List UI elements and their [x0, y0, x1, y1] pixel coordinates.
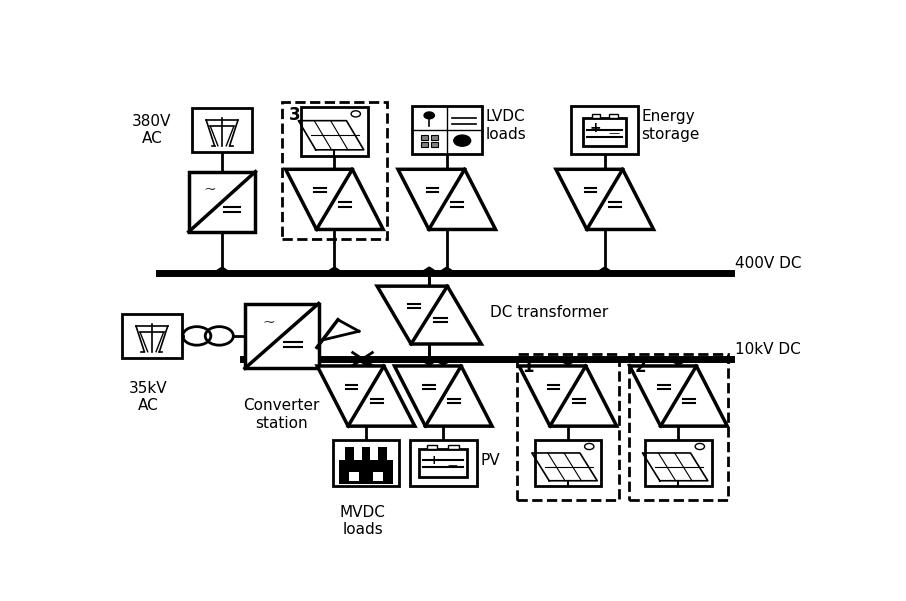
FancyBboxPatch shape [420, 135, 428, 140]
FancyBboxPatch shape [448, 445, 458, 450]
Polygon shape [398, 169, 496, 230]
Text: Energy
storage: Energy storage [641, 109, 700, 142]
FancyBboxPatch shape [373, 472, 382, 481]
Text: +: + [590, 121, 601, 135]
Text: 10kV DC: 10kV DC [735, 342, 800, 357]
Text: 3: 3 [289, 106, 301, 124]
FancyBboxPatch shape [609, 114, 618, 118]
Text: 35kV
AC: 35kV AC [129, 381, 168, 413]
FancyBboxPatch shape [427, 445, 438, 450]
Circle shape [454, 135, 470, 146]
FancyBboxPatch shape [419, 450, 467, 477]
FancyBboxPatch shape [420, 142, 428, 147]
FancyBboxPatch shape [592, 114, 601, 118]
FancyBboxPatch shape [301, 107, 368, 156]
Polygon shape [519, 366, 617, 426]
Text: PV: PV [480, 453, 500, 468]
Polygon shape [377, 286, 481, 344]
Text: DC transformer: DC transformer [490, 305, 609, 320]
FancyBboxPatch shape [430, 142, 438, 147]
FancyBboxPatch shape [430, 135, 438, 140]
Polygon shape [630, 366, 728, 426]
Text: +: + [429, 454, 439, 468]
Polygon shape [285, 169, 383, 230]
Circle shape [424, 112, 434, 119]
FancyBboxPatch shape [572, 106, 638, 154]
FancyBboxPatch shape [535, 440, 602, 486]
FancyBboxPatch shape [345, 447, 353, 460]
FancyBboxPatch shape [583, 118, 626, 146]
FancyBboxPatch shape [379, 447, 387, 460]
Polygon shape [556, 169, 653, 230]
Text: Converter
station: Converter station [244, 398, 320, 431]
FancyBboxPatch shape [192, 108, 252, 152]
FancyBboxPatch shape [333, 440, 400, 486]
FancyBboxPatch shape [339, 460, 393, 484]
FancyBboxPatch shape [410, 440, 477, 486]
Polygon shape [317, 366, 415, 426]
FancyBboxPatch shape [645, 440, 712, 486]
Text: 2: 2 [635, 358, 647, 376]
Text: 1: 1 [523, 358, 535, 376]
Text: LVDC
loads: LVDC loads [486, 109, 526, 142]
Text: MVDC
loads: MVDC loads [340, 505, 385, 537]
FancyBboxPatch shape [350, 472, 359, 481]
FancyBboxPatch shape [188, 172, 255, 232]
FancyBboxPatch shape [361, 447, 371, 460]
Text: ~: ~ [262, 316, 275, 330]
Text: 380V
AC: 380V AC [132, 114, 171, 146]
Text: 400V DC: 400V DC [735, 256, 801, 271]
Text: ~: ~ [204, 183, 217, 197]
FancyBboxPatch shape [411, 106, 482, 154]
FancyBboxPatch shape [245, 304, 319, 368]
Polygon shape [394, 366, 492, 426]
Text: —: — [448, 460, 458, 471]
FancyBboxPatch shape [122, 314, 182, 358]
Text: —: — [609, 128, 620, 138]
